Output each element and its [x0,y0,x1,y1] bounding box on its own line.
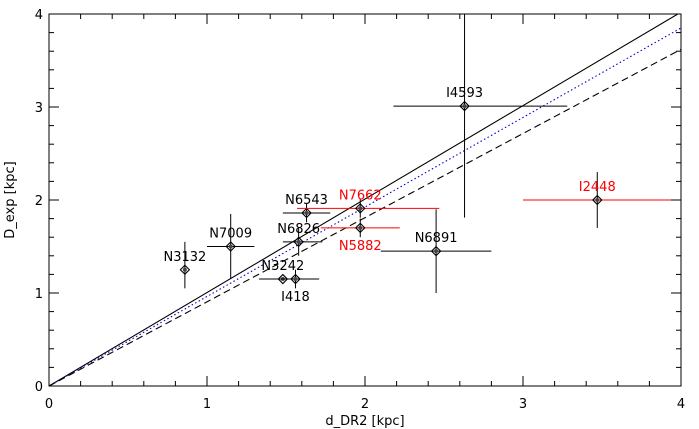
marker-dot [358,225,363,230]
marker-dot [358,206,363,211]
diamond-marker [277,273,289,285]
diamond-marker [293,236,304,248]
point-label: N7662 [339,188,382,203]
x-axis-label: d_DR2 [kpc] [325,414,404,429]
diamond-marker [430,245,442,257]
marker-dot [462,104,467,109]
x-tick-label: 0 [45,397,53,412]
fit-line-dashed [48,48,682,387]
diamond-marker [225,241,236,252]
point-label: N3132 [163,250,206,265]
y-tick-label: 2 [35,194,43,209]
point-label: N7009 [209,227,252,242]
marker-dot [228,244,233,249]
data-point-i418: I418 [271,269,320,305]
diamond-marker [301,207,312,219]
diamond-marker [459,100,470,112]
data-point-n6891: N6891 [380,209,492,293]
x-tick-label: 3 [519,397,527,412]
y-tick-label: 0 [35,380,43,395]
y-tick-label: 1 [35,287,43,302]
marker-dot [434,249,439,254]
point-label: I418 [281,290,310,305]
fit-line-solid [48,13,679,387]
marker-dot [296,239,301,244]
fit-lines [48,13,682,387]
data-point-n6826: N6826 [277,222,323,256]
marker-dot [182,267,187,272]
marker-dot [304,211,309,216]
point-label: N6543 [285,193,328,208]
marker-dot [293,277,298,282]
diamond-marker [179,264,191,276]
y-axis-label: D_exp [kpc] [3,161,18,238]
fit-line-dotted [48,27,682,387]
data-point-n7662: N7662 [297,188,440,218]
y-tick-label: 3 [35,101,43,116]
point-label: I2448 [579,180,616,195]
x-tick-label: 1 [203,397,211,412]
data-point-i2448: I2448 [523,172,681,228]
x-tick-label: 4 [677,397,685,412]
y-tick-label: 4 [35,8,43,23]
point-label: N6891 [415,231,458,246]
x-tick-label: 2 [361,397,369,412]
point-label: I4593 [446,86,483,101]
data-point-n5882: N5882 [320,218,400,254]
data-point-n7009: N7009 [207,213,255,280]
diamond-marker [354,222,366,234]
axis-ticks: 0 1 2 3 4 0 1 2 3 4 [35,8,685,412]
marker-dot [595,198,600,202]
diamond-marker [591,194,603,206]
data-point-n3132: N3132 [163,241,206,289]
point-label: N5882 [339,239,382,254]
data-point-n6543: N6543 [282,193,331,223]
point-label: N3242 [261,259,304,274]
point-label: N6826 [277,222,320,237]
diamond-marker [354,203,366,214]
data-point-i4593: I4593 [393,14,568,218]
diamond-marker [290,273,301,285]
